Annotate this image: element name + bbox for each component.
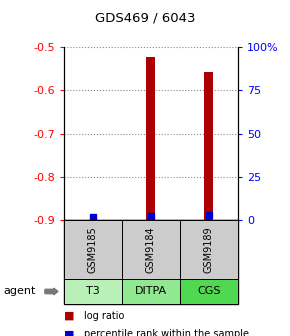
Bar	[204, 72, 213, 220]
Text: percentile rank within the sample: percentile rank within the sample	[84, 329, 249, 336]
Text: CGS: CGS	[197, 287, 221, 296]
Text: GDS469 / 6043: GDS469 / 6043	[95, 12, 195, 25]
Text: GSM9185: GSM9185	[88, 226, 98, 273]
Text: ■: ■	[64, 311, 74, 321]
Text: T3: T3	[86, 287, 100, 296]
Text: ■: ■	[64, 329, 74, 336]
Text: GSM9184: GSM9184	[146, 226, 156, 273]
Text: DITPA: DITPA	[135, 287, 167, 296]
Text: agent: agent	[3, 287, 35, 296]
Text: log ratio: log ratio	[84, 311, 124, 321]
Text: GSM9189: GSM9189	[204, 226, 214, 273]
Bar	[146, 57, 155, 220]
